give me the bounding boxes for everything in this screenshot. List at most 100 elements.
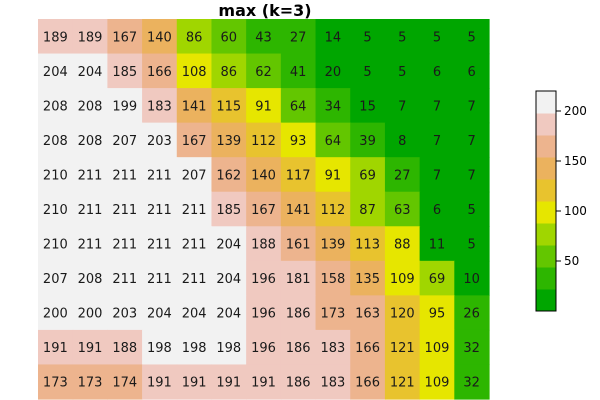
legend-border — [535, 90, 557, 312]
cell-value-label: 189 — [43, 30, 68, 45]
heatmap-cell — [38, 88, 74, 124]
heatmap-cell — [419, 88, 455, 124]
cell-value-label: 208 — [78, 99, 103, 114]
heatmap-cell — [454, 226, 490, 262]
cell-value-label: 109 — [425, 341, 450, 356]
cell-value-label: 183 — [320, 341, 345, 356]
heatmap-cell — [211, 260, 247, 296]
cell-value-label: 11 — [429, 238, 446, 253]
cell-value-label: 203 — [112, 307, 137, 322]
cell-value-label: 186 — [286, 307, 311, 322]
cell-value-label: 5 — [468, 203, 476, 218]
heatmap-cell — [350, 157, 386, 193]
cell-value-label: 211 — [112, 203, 137, 218]
heatmap-cell — [38, 53, 74, 89]
heatmap-cell — [72, 364, 108, 400]
heatmap-cell — [419, 260, 455, 296]
cell-value-label: 7 — [468, 134, 476, 149]
cell-value-label: 208 — [78, 134, 103, 149]
heatmap-cell — [107, 226, 143, 262]
cell-value-label: 208 — [43, 99, 68, 114]
heatmap-cell — [107, 157, 143, 193]
heatmap-cell — [246, 191, 282, 227]
color-legend: 50 100 150 200 — [535, 90, 587, 312]
cell-value-label: 7 — [433, 99, 441, 114]
cell-value-label: 6 — [433, 203, 441, 218]
heatmap-cell — [107, 53, 143, 89]
heatmap-cell — [454, 53, 490, 89]
heatmap-cell — [350, 329, 386, 366]
cell-value-label: 5 — [433, 30, 441, 45]
cell-value-label: 34 — [325, 99, 342, 114]
heatmap-cell — [176, 19, 213, 55]
heatmap-cell — [38, 295, 74, 331]
heatmap-cell — [38, 260, 74, 296]
heatmap-cell — [107, 260, 143, 296]
legend-color-band — [536, 201, 556, 224]
heatmap-cell — [211, 53, 247, 89]
cell-value-label: 191 — [43, 341, 68, 356]
cell-value-label: 174 — [112, 376, 137, 391]
cell-value-label: 8 — [398, 134, 406, 149]
heatmap-cell — [246, 364, 282, 400]
cell-value-label: 95 — [429, 307, 446, 322]
cell-value-label: 64 — [325, 134, 342, 149]
cell-value-label: 167 — [182, 134, 207, 149]
heatmap-cell — [246, 329, 282, 366]
cell-value-label: 200 — [78, 307, 103, 322]
cell-value-label: 20 — [325, 65, 342, 80]
heatmap-cell — [315, 226, 351, 262]
cell-value-label: 5 — [468, 30, 476, 45]
cell-value-label: 191 — [182, 376, 207, 391]
heatmap-cell — [176, 364, 213, 400]
heatmap-cell — [315, 157, 351, 193]
heatmap-cell — [142, 191, 178, 227]
heatmap-cell — [315, 88, 351, 124]
cell-value-label: 6 — [468, 65, 476, 80]
cell-value-label: 211 — [112, 272, 137, 287]
cell-value-label: 5 — [398, 65, 406, 80]
heatmap-cell — [315, 329, 351, 366]
cell-value-label: 198 — [182, 341, 207, 356]
heatmap-cell — [454, 329, 490, 366]
cell-value-label: 196 — [251, 307, 276, 322]
cell-value-label: 211 — [78, 203, 103, 218]
cell-value-label: 162 — [216, 168, 241, 183]
cell-value-label: 191 — [78, 341, 103, 356]
cell-value-label: 208 — [43, 134, 68, 149]
heatmap-cell — [384, 19, 421, 55]
heatmap-cell — [176, 226, 213, 262]
heatmap-cell — [384, 329, 421, 366]
heatmap-cell — [280, 260, 317, 296]
heatmap-cell — [107, 191, 143, 227]
cell-value-label: 210 — [43, 203, 68, 218]
cell-value-label: 211 — [147, 168, 172, 183]
heatmap-cell — [246, 157, 282, 193]
heatmap-cell — [142, 122, 178, 158]
legend-color-band — [536, 179, 556, 202]
heatmap-cell — [419, 329, 455, 366]
heatmap-cell — [246, 19, 282, 55]
cell-value-label: 63 — [394, 203, 411, 218]
heatmap-cell — [72, 88, 108, 124]
legend-color-band — [536, 91, 556, 114]
heatmap-cell — [384, 226, 421, 262]
heatmap-cell — [280, 364, 317, 400]
cell-value-label: 191 — [251, 376, 276, 391]
cell-value-label: 191 — [216, 376, 241, 391]
heatmap-cell — [280, 191, 317, 227]
heatmap-cell — [107, 329, 143, 366]
cell-value-label: 211 — [78, 238, 103, 253]
cell-value-label: 62 — [255, 65, 272, 80]
heatmap-cell — [315, 19, 351, 55]
heatmap-cell — [176, 329, 213, 366]
heatmap-cell — [142, 260, 178, 296]
heatmap-cell — [38, 191, 74, 227]
heatmap-cell — [384, 88, 421, 124]
heatmap-cell — [107, 364, 143, 400]
cell-value-label: 139 — [320, 238, 345, 253]
cell-value-label: 181 — [286, 272, 311, 287]
cell-value-label: 163 — [355, 307, 380, 322]
cell-value-label: 204 — [216, 307, 241, 322]
